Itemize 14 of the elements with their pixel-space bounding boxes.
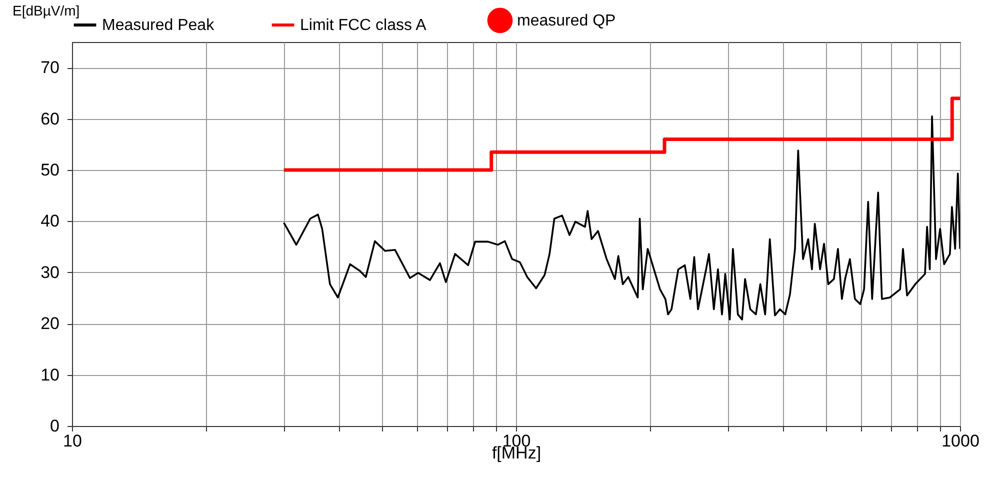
x-tick-label: 1000	[942, 432, 980, 450]
y-axis-title: E[dBµV/m]	[12, 2, 80, 18]
y-tick-label: 50	[40, 160, 60, 180]
y-tick-label: 60	[40, 109, 60, 128]
x-tick-label: 10	[63, 432, 82, 450]
y-tick-label: 40	[40, 212, 60, 231]
y-tick-label: 70	[40, 58, 60, 78]
y-tick-label: 20	[40, 314, 60, 334]
y-tick-label: 30	[40, 262, 60, 282]
legend-label: measured QP	[517, 12, 616, 30]
y-tick-label: 10	[40, 365, 60, 384]
legend-label: Limit FCC class A	[300, 17, 427, 34]
y-tick-label: 0	[50, 416, 60, 436]
legend-label: Measured Peak	[102, 17, 216, 34]
